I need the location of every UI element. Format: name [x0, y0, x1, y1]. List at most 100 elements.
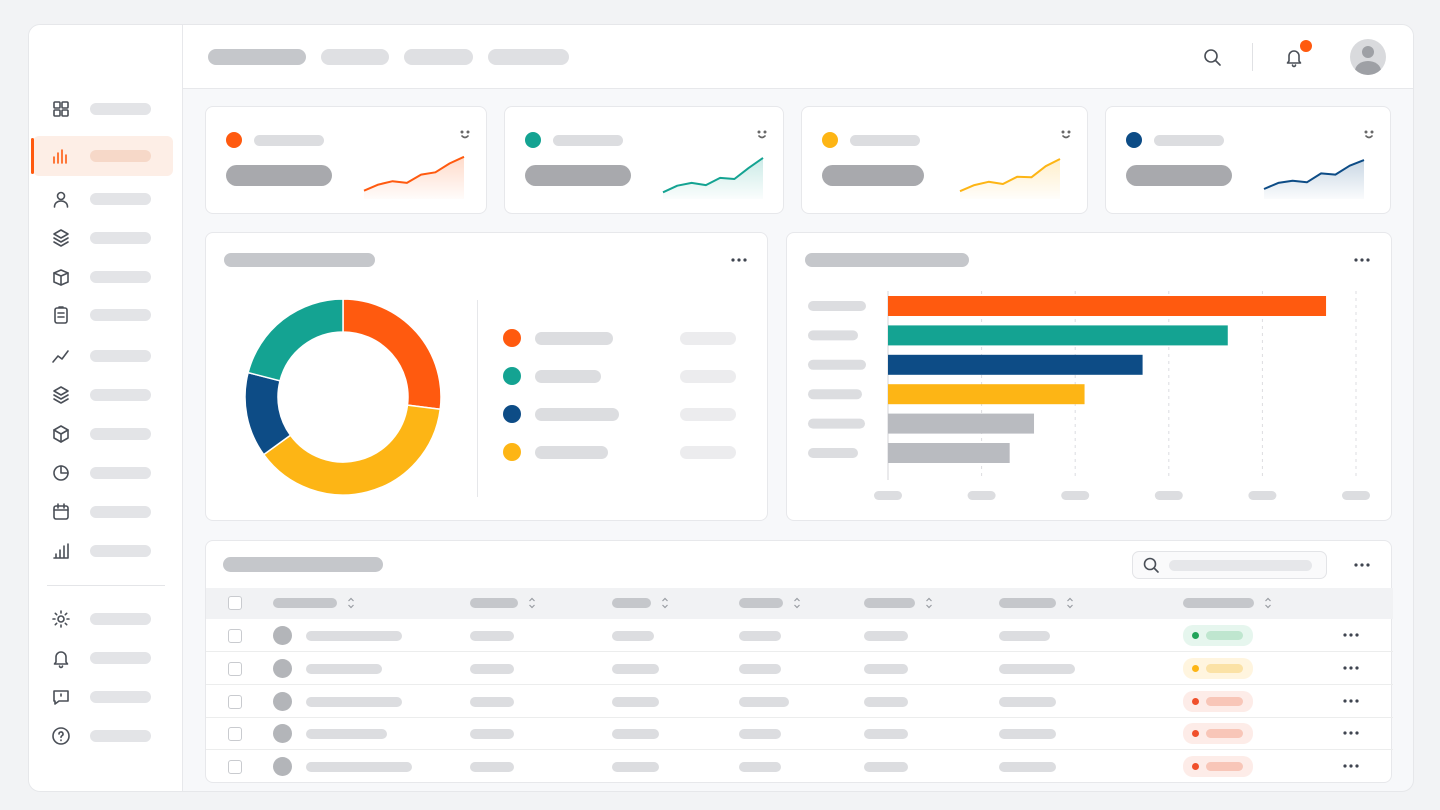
kpi-card[interactable] — [801, 106, 1088, 214]
checkbox-all[interactable] — [228, 596, 242, 610]
bar-chart — [808, 291, 1370, 500]
nav-icon[interactable] — [50, 725, 72, 747]
table-row[interactable] — [206, 619, 1393, 652]
kpi-dot — [525, 132, 541, 148]
more-button[interactable] — [1341, 762, 1361, 770]
x-tick-placeholder — [1342, 491, 1370, 500]
search-button[interactable] — [1201, 46, 1223, 68]
nav-icon[interactable] — [50, 462, 72, 484]
status-badge — [1183, 690, 1253, 712]
nav-icon[interactable] — [50, 266, 72, 288]
kpi-dot — [822, 132, 838, 148]
placeholder-text — [90, 389, 151, 401]
sparkline — [959, 158, 1061, 199]
dot — [1354, 563, 1358, 567]
more-button[interactable] — [1341, 664, 1361, 672]
notification-badge — [1300, 40, 1312, 52]
sort-icon[interactable] — [347, 596, 355, 610]
placeholder-text — [470, 729, 514, 740]
table-row[interactable] — [206, 685, 1393, 718]
placeholder-text — [535, 370, 601, 383]
sort-icon[interactable] — [661, 596, 669, 610]
more-button[interactable] — [729, 256, 749, 264]
nav-icon[interactable] — [50, 188, 72, 210]
placeholder-text — [306, 631, 402, 641]
notification-button[interactable] — [1283, 46, 1305, 68]
nav-icon[interactable] — [50, 227, 72, 249]
row-avatar — [273, 691, 292, 711]
nav-icon[interactable] — [50, 501, 72, 523]
sort-icon[interactable] — [1066, 596, 1074, 610]
placeholder-text — [488, 49, 569, 65]
sort-icon[interactable] — [925, 596, 933, 610]
table-row[interactable] — [206, 652, 1393, 685]
placeholder-text — [739, 696, 789, 707]
y-label-placeholder — [808, 448, 858, 458]
placeholder-text — [470, 696, 514, 707]
avatar[interactable] — [1350, 39, 1386, 75]
more-button[interactable] — [1341, 697, 1361, 705]
placeholder-text — [864, 696, 908, 707]
bar — [888, 443, 1010, 463]
status-dot — [1192, 664, 1199, 672]
kpi-card[interactable] — [1105, 106, 1391, 214]
placeholder-text — [470, 631, 514, 641]
placeholder-text — [306, 762, 412, 773]
checkbox[interactable] — [228, 661, 242, 676]
kpi-card[interactable] — [504, 106, 784, 214]
checkbox[interactable] — [228, 694, 242, 709]
sort-icon[interactable] — [793, 596, 801, 610]
sidebar-divider — [47, 585, 165, 586]
dot — [1349, 666, 1353, 670]
icon — [757, 130, 767, 139]
checkbox[interactable] — [228, 727, 242, 742]
placeholder-text — [535, 446, 608, 459]
nav-icon[interactable] — [50, 608, 72, 630]
placeholder-text — [612, 729, 659, 740]
nav-icon[interactable] — [50, 98, 72, 120]
placeholder-text — [612, 631, 654, 641]
search-input[interactable] — [1132, 551, 1327, 579]
placeholder-text — [90, 613, 151, 625]
nav-icon[interactable] — [50, 145, 72, 167]
placeholder-text — [864, 631, 908, 641]
checkbox[interactable] — [228, 629, 242, 643]
icon — [1364, 130, 1374, 139]
kpi-card[interactable] — [205, 106, 487, 214]
y-label-placeholder — [808, 330, 858, 341]
sort-icon[interactable] — [528, 596, 536, 610]
dot — [1349, 764, 1353, 768]
placeholder-text — [90, 428, 151, 440]
placeholder-text — [470, 663, 514, 674]
placeholder-text — [680, 370, 736, 383]
placeholder-text — [999, 663, 1075, 674]
status-badge — [1183, 625, 1253, 646]
checkbox[interactable] — [228, 760, 242, 775]
nav-icon[interactable] — [50, 384, 72, 406]
placeholder-text — [612, 663, 659, 674]
legend-marker — [503, 329, 521, 347]
placeholder-text — [1183, 598, 1254, 608]
legend-marker — [503, 367, 521, 385]
more-button[interactable] — [1352, 256, 1372, 264]
placeholder-text — [864, 598, 915, 608]
nav-icon[interactable] — [50, 686, 72, 708]
dot — [1349, 633, 1353, 637]
nav-icon[interactable] — [50, 304, 72, 326]
more-button[interactable] — [1352, 561, 1372, 569]
placeholder-text — [306, 663, 382, 674]
dot — [1354, 258, 1358, 262]
nav-icon[interactable] — [50, 345, 72, 367]
legend-marker — [503, 405, 521, 423]
sort-icon[interactable] — [1264, 596, 1272, 610]
placeholder-text — [254, 135, 324, 146]
table-row[interactable] — [206, 717, 1393, 751]
more-button[interactable] — [1341, 729, 1361, 737]
bar — [888, 296, 1327, 316]
nav-icon[interactable] — [50, 540, 72, 562]
nav-icon[interactable] — [50, 647, 72, 669]
table-row[interactable] — [206, 750, 1393, 783]
nav-icon[interactable] — [50, 423, 72, 445]
more-button[interactable] — [1341, 631, 1361, 639]
